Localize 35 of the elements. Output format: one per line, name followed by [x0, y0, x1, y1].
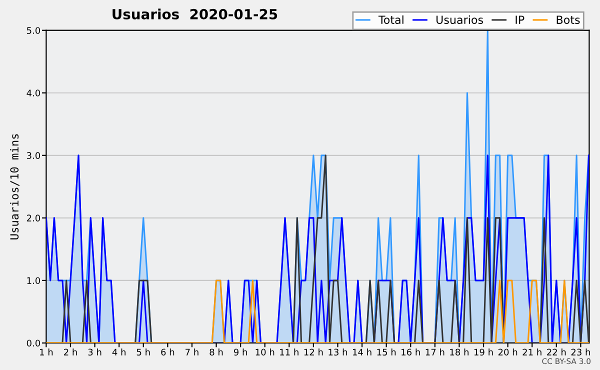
- x-tick-label: 8 h: [210, 348, 223, 356]
- y-tick-label: 4.0: [26, 90, 40, 96]
- legend-label: Total: [378, 15, 404, 24]
- x-tick-label: 3 h: [88, 348, 102, 356]
- y-tick-label: 0.0: [26, 340, 40, 347]
- legend-label: Bots: [556, 16, 580, 24]
- x-tick-label: 10 h: [256, 348, 274, 356]
- x-tick-label: 16 h: [402, 348, 420, 356]
- y-tick-label: 5.0: [26, 27, 40, 34]
- x-tick-label: 1 h: [40, 348, 53, 356]
- x-tick-label: 22 h: [547, 348, 566, 356]
- x-tick-label: 20 h: [498, 348, 518, 356]
- x-tick-label: 18 h: [450, 348, 468, 356]
- x-tick-label: 12 h: [304, 348, 323, 356]
- x-tick-label: 19 h: [474, 348, 493, 356]
- y-axis-title: Usuarios/10 mins: [10, 134, 20, 240]
- x-tick-label: 13 h: [328, 348, 348, 356]
- legend-label: Usuarios: [436, 15, 484, 24]
- y-tick-label: 2.0: [26, 214, 40, 222]
- x-tick-label: 14 h: [352, 348, 372, 356]
- x-tick-label: 2 h: [64, 348, 77, 356]
- y-tick-label: 1.0: [27, 277, 40, 284]
- x-tick-label: 11 h: [280, 348, 298, 356]
- x-tick-label: 5 h: [136, 348, 150, 356]
- y-tick-label: 3.0: [26, 152, 40, 159]
- x-tick-label: 17 h: [426, 348, 444, 356]
- x-tick-label: 7 h: [186, 348, 198, 356]
- chart-title: Usuarios 2020-01-25: [112, 8, 278, 20]
- x-tick-label: 6 h: [161, 348, 174, 356]
- legend-label: IP: [516, 16, 524, 24]
- x-tick-label: 21 h: [522, 348, 542, 356]
- x-tick-label: 4 h: [112, 348, 126, 356]
- x-tick-label: 15 h: [377, 348, 396, 356]
- x-tick-label: 9 h: [234, 348, 247, 356]
- x-tick-label: 23 h: [571, 348, 590, 356]
